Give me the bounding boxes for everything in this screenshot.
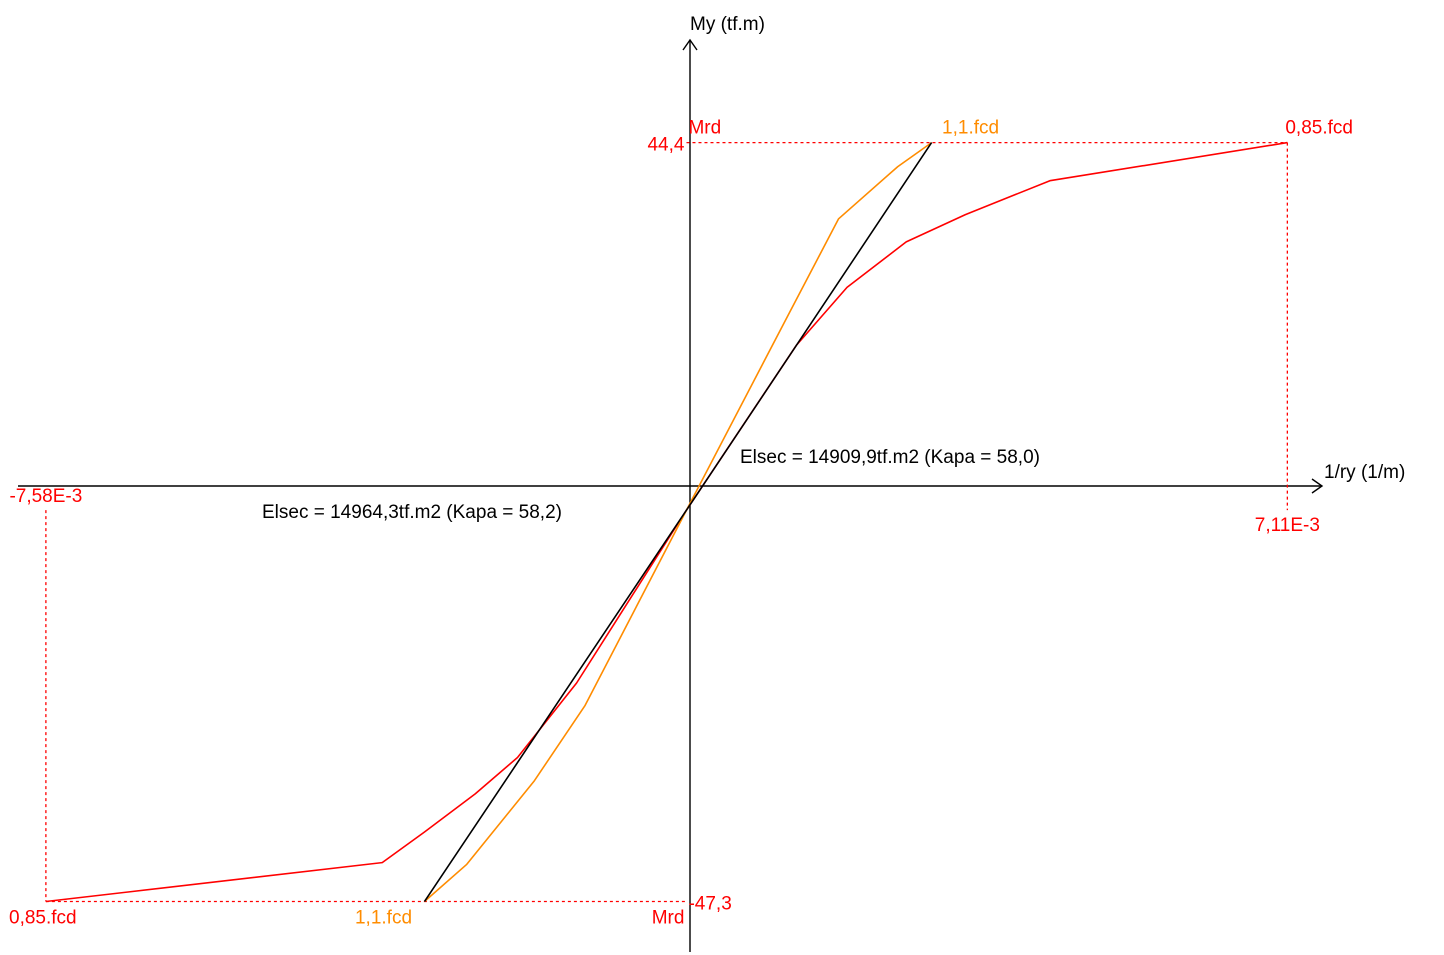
elsec-negative-label: Elsec = 14964,3tf.m2 (Kapa = 58,2) xyxy=(262,502,562,523)
mrd-top-label: Mrd xyxy=(688,118,721,139)
series-group xyxy=(45,141,1288,903)
x-axis-arrow xyxy=(1311,478,1324,494)
y-axis-label: My (tf.m) xyxy=(690,14,765,35)
x-pos-limit-label: 7,11E-3 xyxy=(1255,515,1320,536)
mrd-bottom-label: Mrd xyxy=(652,908,685,929)
red-bottom-label: 0,85.fcd xyxy=(9,908,77,929)
elsec-positive-label: Elsec = 14909,9tf.m2 (Kapa = 58,0) xyxy=(740,447,1040,468)
red-top-label: 0,85.fcd xyxy=(1285,118,1353,139)
x-neg-limit-label: -7,58E-3 xyxy=(9,486,82,507)
orange-top-label: 1,1.fcd xyxy=(942,118,999,139)
limit-guides xyxy=(45,141,1289,903)
series-line-black xyxy=(423,142,933,902)
orange-bottom-label: 1,1.fcd xyxy=(355,908,412,929)
y-pos-limit-label: 44,4 xyxy=(647,135,684,156)
x-axis-label: 1/ry (1/m) xyxy=(1324,462,1405,483)
y-neg-limit-label: -47,3 xyxy=(688,894,731,915)
y-axis-arrow xyxy=(682,38,698,51)
series-line-red xyxy=(45,141,1288,903)
